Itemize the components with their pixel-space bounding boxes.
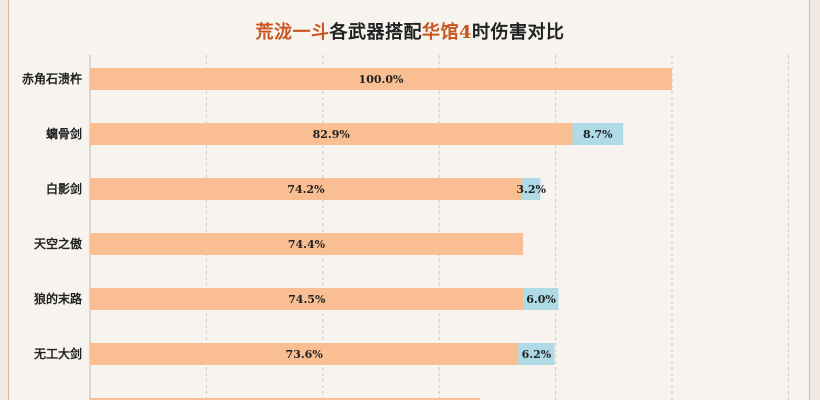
bar-primary xyxy=(90,178,522,200)
bar-label-secondary: 6.0% xyxy=(526,293,556,306)
category-label: 白影剑 xyxy=(46,181,82,196)
bar-label-secondary: 3.2% xyxy=(516,183,546,196)
bar-primary xyxy=(90,68,672,90)
bar-secondary xyxy=(523,288,559,310)
category-label: 螭骨剑 xyxy=(46,126,82,141)
bar-primary xyxy=(90,123,573,145)
title-part-1: 各武器搭配 xyxy=(329,22,422,43)
title-part-0: 荒泷一斗 xyxy=(255,22,330,43)
title-part-3: 时伤害对比 xyxy=(472,22,565,43)
category-label: 赤角石溃杵 xyxy=(22,71,82,86)
bar-label-primary: 73.6% xyxy=(286,348,324,361)
bar-label-primary: 100.0% xyxy=(359,73,404,86)
bar-label-primary: 74.4% xyxy=(288,238,326,251)
chart-title: 荒泷一斗各武器搭配华馆4时伤害对比 xyxy=(0,18,820,44)
bar-secondary xyxy=(572,123,624,145)
bar-label-primary: 82.9% xyxy=(313,128,351,141)
bar-primary xyxy=(90,343,519,365)
bar-primary xyxy=(90,233,524,255)
bar-primary xyxy=(90,288,524,310)
category-label: 无工大剑 xyxy=(33,346,82,361)
bar-secondary xyxy=(518,343,555,365)
bar-label-primary: 74.5% xyxy=(288,293,326,306)
bar-secondary xyxy=(521,178,541,200)
bar-label-secondary: 8.7% xyxy=(583,128,613,141)
category-label: 狼的末路 xyxy=(34,291,83,306)
bar-label-secondary: 6.2% xyxy=(522,348,552,361)
bar-primary-partial xyxy=(90,398,480,400)
bar-label-primary: 74.2% xyxy=(287,183,325,196)
category-label: 天空之傲 xyxy=(34,236,83,251)
title-part-2: 华馆4 xyxy=(421,22,473,43)
